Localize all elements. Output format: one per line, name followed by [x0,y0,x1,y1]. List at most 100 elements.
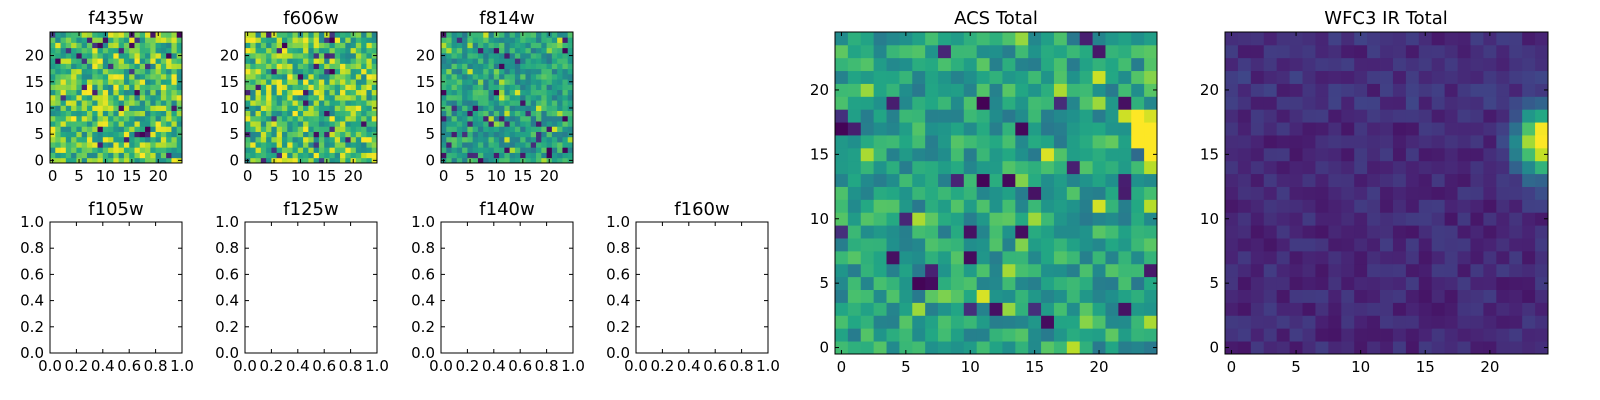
heatmap-cell [488,131,495,138]
heatmap-cell [472,68,479,75]
heatmap-cell [551,147,558,153]
heatmap-cell [509,68,516,75]
heatmap-cell [81,89,88,96]
heatmap-cell [483,32,489,38]
heatmap-cell [1289,199,1303,213]
heatmap-cell [1522,96,1536,110]
heatmap-cell [1367,160,1381,175]
heatmap-cell [81,136,88,143]
heatmap-cell [835,263,849,278]
heatmap-cell [1131,302,1145,316]
heatmap-cell [567,115,574,122]
heatmap-cell [963,147,978,162]
heatmap-cell [541,110,547,117]
heatmap-cell [441,84,447,91]
heatmap-cell [245,63,251,70]
heatmap-cell [1289,83,1303,97]
heatmap-cell [361,115,367,122]
heatmap-cell [1144,341,1158,355]
heatmap-cell [477,73,484,80]
heatmap-cell [1354,263,1368,278]
heatmap-cell [308,32,315,38]
heatmap-cell [123,32,130,38]
heatmap-cell [1053,32,1068,46]
heatmap-cell [1066,160,1081,175]
heatmap-cell [509,147,516,153]
heatmap-cell [81,152,88,159]
heatmap-cell [176,126,183,132]
heatmap-cell [514,37,521,43]
heatmap-cell [297,84,304,91]
heatmap-cell [324,100,330,106]
heatmap-cell [166,42,172,49]
heatmap-cell [55,126,61,132]
heatmap-cell [97,126,104,132]
heatmap-cell [313,89,320,96]
heatmap-cell [271,58,278,64]
heatmap-cell [60,58,67,64]
heatmap-cell [245,152,251,159]
heatmap-cell [361,105,367,111]
heatmap-cell [266,68,272,75]
heatmap-cell [520,115,526,122]
heatmap-cell [55,110,61,117]
heatmap-cell [92,68,98,75]
heatmap-cell [1405,276,1420,290]
heatmap-cell [340,136,346,143]
heatmap-cell [371,110,378,117]
heatmap-cell [139,110,146,117]
heatmap-cell [345,63,351,70]
heatmap-cell [334,157,341,164]
y-tick-label: 0.6 [215,265,239,283]
heatmap-cell [938,315,952,329]
heatmap-cell [557,147,563,153]
heatmap-cell [60,79,67,85]
heatmap-cell [118,47,125,54]
heatmap-cell [493,58,500,64]
heatmap-cell [1276,250,1290,265]
heatmap-cell [145,79,151,85]
x-tick-label: 1.0 [170,357,194,375]
heatmap-cell [1470,263,1484,278]
heatmap-cell [71,126,77,132]
heatmap-cell [1380,315,1394,329]
heatmap-cell [340,105,346,111]
heatmap-cell [472,142,479,148]
heatmap-cell [472,73,479,80]
heatmap-cell [71,47,77,54]
heatmap-cell [1289,32,1303,46]
heatmap-cell [551,89,558,96]
heatmap-cell [873,199,887,213]
heatmap-cell [145,126,151,132]
heatmap-cell [514,89,521,96]
heatmap-cell [355,79,362,85]
heatmap-cell [176,89,183,96]
heatmap-cell [1535,315,1549,329]
heatmap-cell [155,115,162,122]
heatmap-cell [551,157,558,164]
heatmap-cell [530,121,537,127]
heatmap-cell [303,73,309,80]
heatmap-cell [113,157,120,164]
heatmap-cell [71,79,77,85]
heatmap-cell [65,37,72,43]
x-tick-label: 0.4 [91,357,115,375]
heatmap-cell [509,32,516,38]
axes-frame [834,31,1158,355]
heatmap-cell [1144,199,1158,213]
heatmap-cell [525,105,532,111]
heatmap-cell [1405,302,1420,316]
heatmap-cell [334,126,341,132]
heatmap-cell [456,105,463,111]
heatmap-cell [1092,83,1106,97]
heatmap-cell [1028,225,1042,239]
heatmap-cell [1028,341,1042,355]
heatmap-cell [525,68,532,75]
heatmap-cell [873,83,887,97]
heatmap-cell [345,32,351,38]
heatmap-cell [1263,315,1278,329]
x-tick-label: 15 [122,167,141,185]
heatmap-cell [92,79,98,85]
heatmap-cell [1328,289,1342,303]
